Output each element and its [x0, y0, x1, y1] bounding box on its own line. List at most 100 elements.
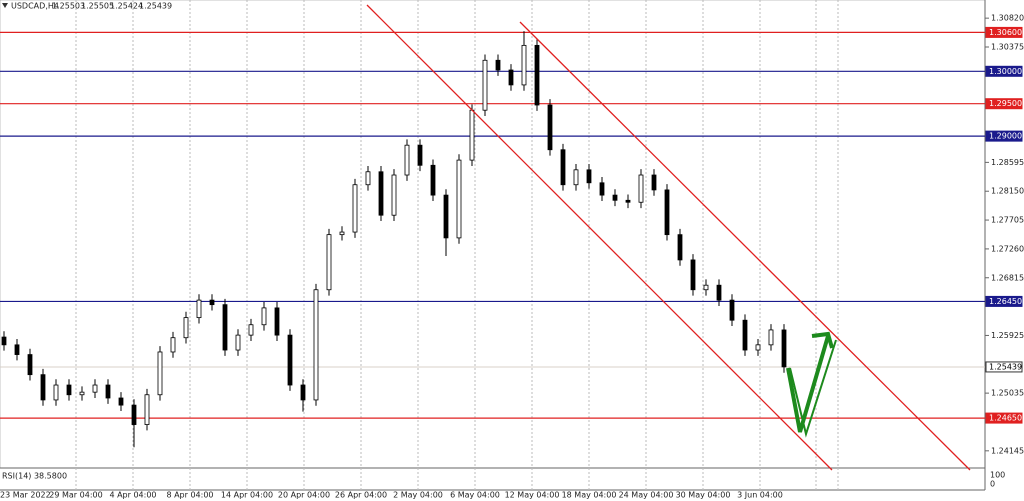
- candle-body: [690, 259, 696, 291]
- quote-value: 1.25505: [81, 2, 114, 11]
- indicator-tick: 0: [990, 480, 995, 489]
- candle-body: [222, 304, 228, 351]
- x-tick-label: 26 Apr 04:00: [335, 491, 387, 500]
- candle-body: [79, 391, 85, 396]
- candle-body: [66, 384, 72, 396]
- x-tick-label: 23 Mar 2022: [0, 491, 51, 500]
- candle-body: [339, 231, 345, 236]
- x-tick-label: 3 Jun 04:00: [737, 491, 783, 500]
- level-box: [985, 295, 1023, 307]
- level-text: 1.25439: [989, 362, 1022, 371]
- y-tick-label: 1.30820: [991, 14, 1024, 23]
- level-box: [985, 26, 1023, 38]
- level-text: 1.26450: [989, 297, 1022, 306]
- y-tick-label: 1.27705: [991, 216, 1024, 225]
- candle-body: [573, 169, 579, 186]
- quote-value: 1.25503: [52, 2, 85, 11]
- candle-body: [742, 319, 748, 351]
- menu-arrow[interactable]: [2, 3, 8, 8]
- level-box: [985, 130, 1023, 142]
- y-tick-label: 1.24145: [991, 446, 1024, 455]
- candle-body: [209, 299, 215, 306]
- candle-body: [521, 44, 527, 86]
- candle-body: [508, 69, 514, 86]
- candle-body: [456, 159, 462, 239]
- y-tick-label: 1.27260: [991, 244, 1024, 253]
- candle-body: [430, 164, 436, 196]
- candle-body: [300, 384, 306, 401]
- candle-body: [248, 324, 254, 336]
- x-tick-label: 14 Apr 04:00: [221, 491, 273, 500]
- candle-body: [469, 109, 475, 161]
- candle-body: [53, 384, 59, 401]
- x-tick-label: 24 May 04:00: [619, 491, 674, 500]
- level-text: 1.29500: [989, 99, 1022, 108]
- candle-body: [92, 384, 98, 393]
- candle-body: [1, 336, 7, 346]
- candle-body: [547, 104, 553, 151]
- candle-body: [131, 404, 137, 425]
- level-label: 1.25439: [985, 361, 1023, 373]
- candle-body: [157, 351, 163, 396]
- candle-body: [118, 397, 124, 406]
- x-tick-label: 20 Apr 04:00: [278, 491, 330, 500]
- candle-body: [261, 307, 267, 326]
- level-label: 1.29000: [985, 130, 1023, 142]
- quote-value: 1.25439: [139, 2, 172, 11]
- candle-body: [274, 307, 280, 336]
- level-text: 1.30000: [989, 67, 1022, 76]
- candle-body: [677, 234, 683, 261]
- candle-body: [404, 144, 410, 176]
- candle-body: [378, 171, 384, 216]
- level-label: 1.30000: [985, 65, 1023, 77]
- x-tick-label: 18 May 04:00: [562, 491, 617, 500]
- candle-body: [612, 194, 618, 201]
- symbol: USDCAD,H4: [11, 2, 59, 11]
- channel-upper: [519, 21, 971, 471]
- y-tick-label: 1.28595: [991, 158, 1024, 167]
- x-tick-label: 30 May 04:00: [676, 491, 731, 500]
- candle-body: [196, 299, 202, 319]
- candle-body: [716, 284, 722, 301]
- candle-body: [729, 299, 735, 321]
- level-box: [985, 412, 1023, 424]
- candle-body: [599, 182, 605, 196]
- candle-body: [534, 44, 540, 106]
- y-tick-label: 1.25925: [991, 331, 1024, 340]
- candle-body: [417, 144, 423, 166]
- indicator-tick: 100: [990, 471, 1005, 480]
- indicator-label: RSI(14) 38.5800: [2, 472, 67, 481]
- quote-value: 1.25424: [110, 2, 143, 11]
- candle-body: [560, 149, 566, 186]
- forecast-arrow: [786, 331, 837, 438]
- candle-body: [651, 174, 657, 191]
- candle-body: [287, 334, 293, 386]
- candle-body: [27, 354, 33, 376]
- candle-body: [313, 289, 319, 401]
- y-tick-label: 1.25035: [991, 389, 1024, 398]
- candle-body: [391, 174, 397, 216]
- y-tick-label: 1.30375: [991, 42, 1024, 51]
- candle-body: [768, 329, 774, 346]
- candle-body: [495, 59, 501, 71]
- candle-body: [14, 344, 20, 355]
- candle-body: [105, 384, 111, 399]
- x-tick-label: 4 Apr 04:00: [109, 491, 156, 500]
- level-text: 1.30600: [989, 28, 1022, 37]
- candle-body: [443, 194, 449, 239]
- x-tick-label: 8 Apr 04:00: [166, 491, 213, 500]
- candle-body: [625, 199, 631, 203]
- level-label: 1.29500: [985, 98, 1023, 110]
- candle-body: [183, 317, 189, 339]
- candle-body: [144, 394, 150, 425]
- y-tick-label: 1.26815: [991, 273, 1024, 282]
- x-tick-label: 6 May 04:00: [450, 491, 500, 500]
- candle-body: [586, 169, 592, 184]
- candle-body: [482, 59, 488, 111]
- level-box: [985, 65, 1023, 77]
- x-tick-label: 29 Mar 04:00: [49, 491, 102, 500]
- candle-body: [170, 337, 176, 353]
- candle-body: [781, 329, 787, 368]
- x-tick-label: 2 May 04:00: [393, 491, 443, 500]
